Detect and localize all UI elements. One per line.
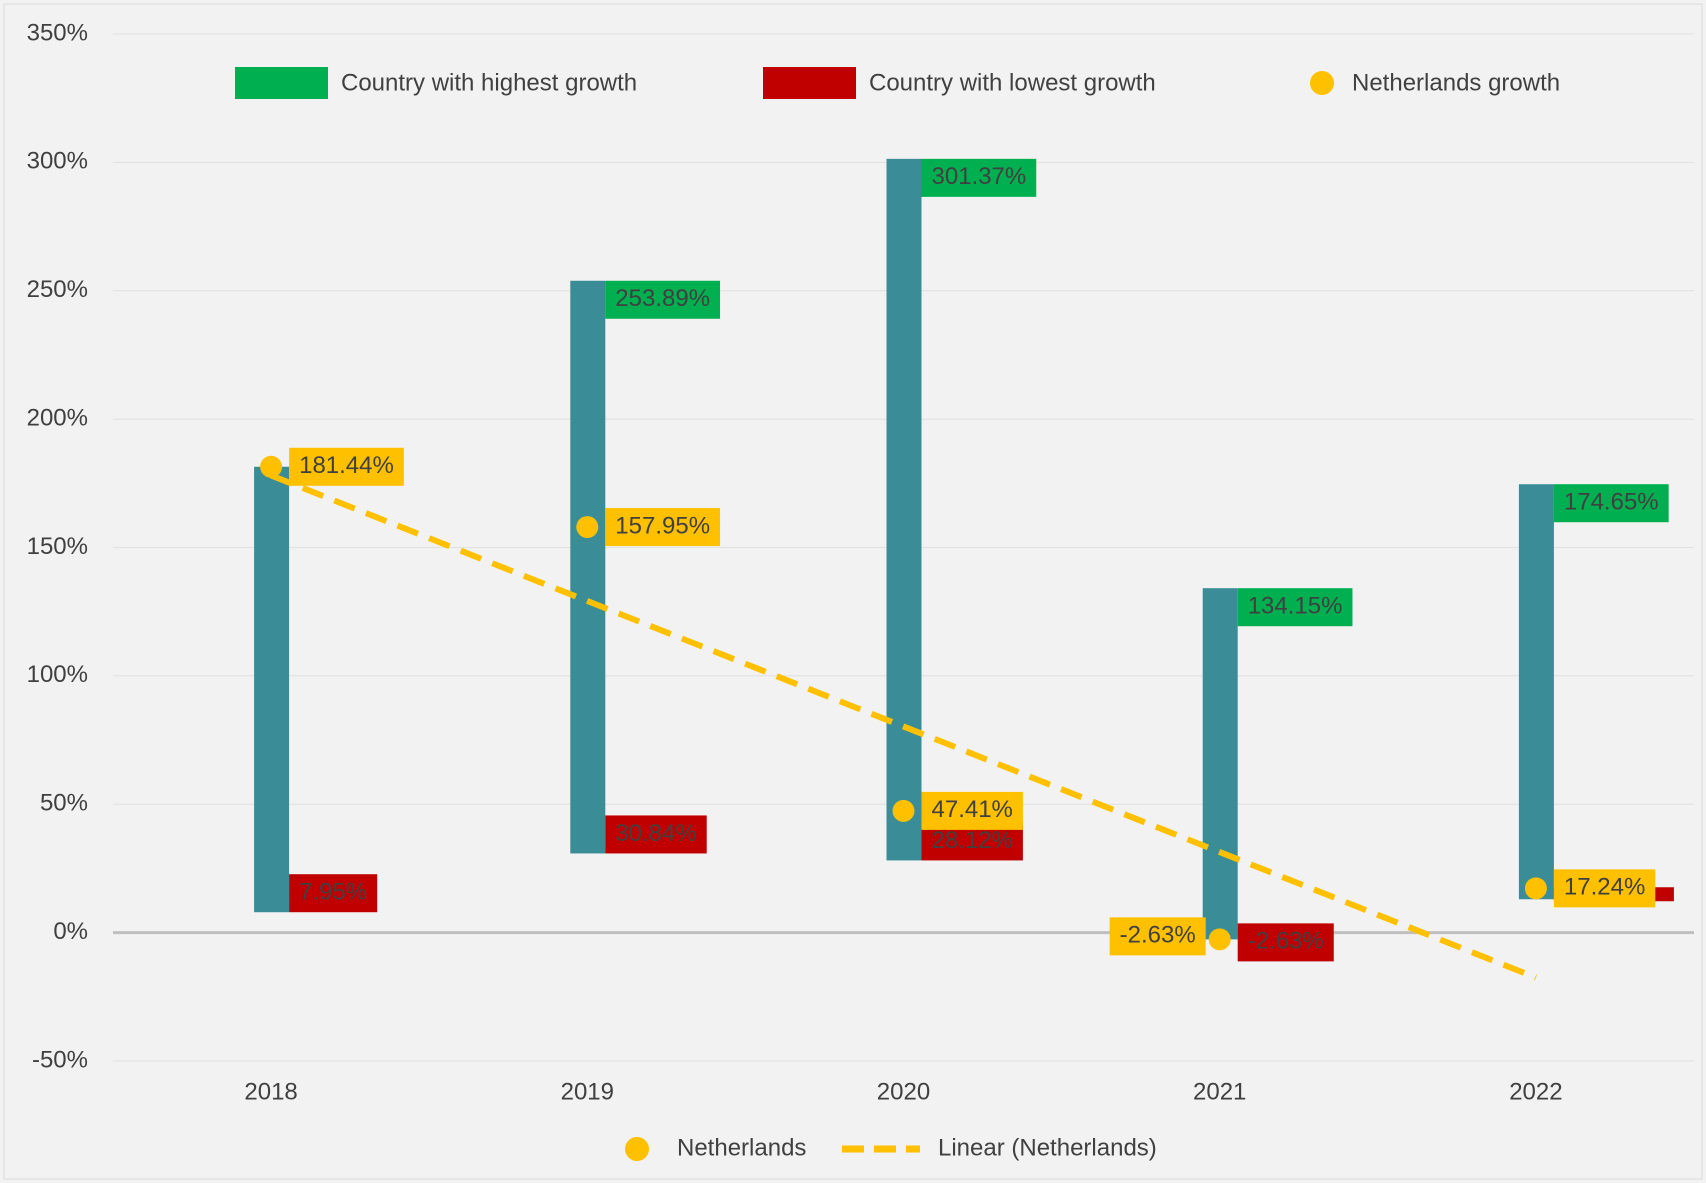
range-bar <box>570 280 606 854</box>
data-label-box <box>921 158 1037 197</box>
data-label-box <box>289 447 404 486</box>
legend-label: Country with highest growth <box>341 69 637 96</box>
legend-label: Netherlands <box>677 1134 806 1161</box>
point <box>892 799 915 822</box>
data-label-box <box>1109 917 1206 956</box>
legend-label: Netherlands growth <box>1352 69 1560 96</box>
y-tick-label: -50% <box>32 1046 88 1073</box>
range-bar <box>1202 588 1238 940</box>
data-label: 301.37% <box>932 163 1027 190</box>
data-label: 17.24% <box>1564 874 1645 901</box>
data-label: 28.12% <box>932 827 1013 854</box>
point <box>576 516 599 539</box>
data-label-box <box>1237 588 1353 627</box>
data-label-box <box>605 280 721 319</box>
legend-swatch <box>625 1137 649 1161</box>
y-tick-label: 250% <box>27 276 88 303</box>
range-bar <box>886 158 922 861</box>
data-label-box <box>1553 869 1656 908</box>
data-label: 47.41% <box>932 796 1013 823</box>
x-tick-label: 2022 <box>1509 1078 1562 1105</box>
y-tick-label: 350% <box>27 19 88 46</box>
data-label-box <box>605 508 721 547</box>
point <box>260 455 283 478</box>
trend-line <box>269 472 1538 981</box>
y-tick-label: 300% <box>27 148 88 175</box>
y-tick-label: 150% <box>27 533 88 560</box>
x-tick-label: 2018 <box>244 1078 297 1105</box>
data-label: 157.95% <box>615 512 710 539</box>
data-label: 134.15% <box>1248 593 1343 620</box>
data-label-box <box>605 815 707 854</box>
data-label: 30.84% <box>615 820 696 847</box>
legend-label: Linear (Netherlands) <box>938 1134 1157 1161</box>
y-tick-label: 100% <box>27 661 88 688</box>
x-tick-label: 2021 <box>1193 1078 1246 1105</box>
legend-swatch <box>235 67 328 99</box>
data-label: 174.65% <box>1564 489 1659 516</box>
data-label: -2.63% <box>1248 928 1324 955</box>
data-label-box <box>1237 923 1334 962</box>
x-tick-label: 2019 <box>561 1078 614 1105</box>
point <box>1208 928 1231 951</box>
range-bar <box>1518 484 1554 900</box>
legend-swatch <box>763 67 856 99</box>
data-label-box <box>289 874 378 913</box>
y-tick-label: 0% <box>53 918 88 945</box>
x-tick-label: 2020 <box>877 1078 930 1105</box>
legend-label: Country with lowest growth <box>869 69 1156 96</box>
data-label: 7.95% <box>299 879 367 906</box>
y-tick-label: 50% <box>40 790 88 817</box>
data-label: 253.89% <box>615 285 710 312</box>
range-bar <box>254 466 290 913</box>
point <box>1524 877 1547 900</box>
data-label: -2.63% <box>1120 922 1196 949</box>
data-label-box <box>921 791 1023 830</box>
y-tick-label: 200% <box>27 404 88 431</box>
data-label: 181.44% <box>299 452 394 479</box>
legend-swatch <box>1310 71 1334 95</box>
data-label-box <box>1553 484 1669 523</box>
